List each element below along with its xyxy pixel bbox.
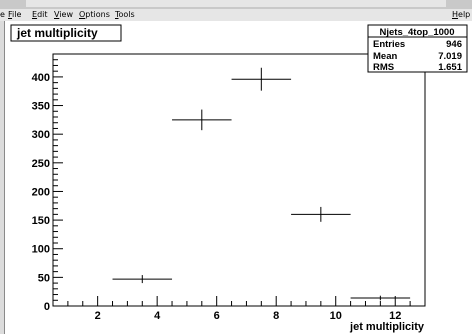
menu-help-rest: elp — [458, 10, 471, 19]
menu-edit-accel: E — [32, 10, 38, 19]
menu-item-view[interactable]: View — [54, 9, 73, 21]
menu-tools-rest: ools — [118, 10, 135, 19]
menu-item-fragment[interactable]: e — [0, 10, 5, 19]
histogram-title: jet multiplicity — [16, 26, 98, 40]
menu-view-accel: V — [54, 10, 60, 19]
y-tick-label: 250 — [32, 158, 50, 170]
stats-mean-label: Mean — [373, 51, 397, 62]
stats-frame — [367, 24, 468, 73]
y-tick-label: 300 — [32, 129, 50, 141]
y-tick-label: 150 — [32, 215, 50, 227]
y-tick-label: 50 — [38, 272, 50, 284]
stats-entries-label: Entries — [373, 39, 405, 50]
menu-item-edit[interactable]: Edit — [32, 9, 48, 21]
x-tick-label: 4 — [154, 310, 161, 322]
title-box: jet multiplicity — [10, 24, 122, 42]
x-axis: 2 4 6 8 10 12 — [52, 296, 426, 322]
menu-file-rest: ile — [12, 10, 22, 19]
left-frame-edge — [0, 21, 5, 334]
stats-box: Njets_4top_1000 Entries 946 Mean 7.019 R… — [367, 24, 468, 73]
menu-help-accel: H — [452, 10, 459, 19]
window-top-gap — [26, 0, 446, 7]
stats-mean-value: 7.019 — [438, 51, 462, 62]
menu-options-rest: ptions — [85, 10, 110, 19]
menu-options-accel: O — [79, 10, 86, 19]
x-tick-label: 8 — [273, 310, 279, 322]
title-frame — [10, 24, 122, 42]
menu-bar: e File Edit View Options Tools Help — [0, 9, 472, 21]
menu-item-help[interactable]: Help — [452, 9, 470, 21]
y-tick-label: 400 — [32, 72, 50, 84]
menu-item-options[interactable]: Options — [79, 9, 110, 21]
y-tick-label: 0 — [44, 301, 50, 313]
plot-canvas[interactable] — [5, 21, 472, 334]
menu-view-rest: iew — [59, 10, 73, 19]
y-tick-label: 350 — [32, 101, 50, 113]
stats-entries-value: 946 — [446, 39, 462, 50]
stats-name: Njets_4top_1000 — [380, 27, 455, 38]
menu-tools-accel: T — [115, 10, 119, 19]
x-tick-label: 6 — [214, 310, 220, 322]
x-tick-label: 10 — [330, 310, 342, 322]
menu-edit-rest: dit — [37, 10, 48, 19]
stats-rms-label: RMS — [373, 62, 394, 73]
y-axis: 0 50 100 150 200 250 300 350 400 — [32, 53, 63, 313]
menu-item-tools[interactable]: Tools — [115, 9, 135, 21]
x-axis-title: jet multiplicity — [349, 321, 425, 333]
y-tick-label: 100 — [32, 244, 50, 256]
menu-item-file[interactable]: File — [8, 9, 21, 21]
stats-rms-value: 1.651 — [438, 62, 462, 73]
x-tick-label: 12 — [389, 310, 401, 322]
y-tick-label: 200 — [32, 186, 50, 198]
plot-frame — [52, 53, 426, 307]
histogram-series — [53, 67, 411, 307]
menu-file-accel: F — [8, 10, 13, 19]
x-tick-label: 2 — [95, 310, 101, 322]
